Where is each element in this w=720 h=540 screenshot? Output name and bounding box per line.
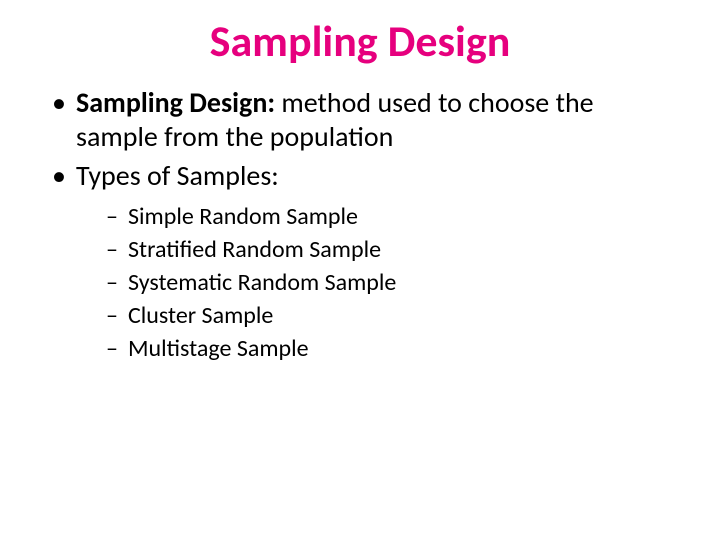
sub-bullet-item: Systematic Random Sample [104, 267, 672, 298]
bullet-lead: Sampling Design: [76, 85, 275, 120]
bullet-item: Sampling Design: method used to choose t… [48, 86, 672, 154]
sub-bullet-list: Simple Random Sample Stratified Random S… [76, 201, 672, 365]
slide: Sampling Design Sampling Design: method … [0, 0, 720, 540]
sub-bullet-item: Stratified Random Sample [104, 234, 672, 265]
bullet-item: Types of Samples: Simple Random Sample S… [48, 159, 672, 365]
slide-title: Sampling Design [48, 18, 672, 64]
sub-bullet-item: Multistage Sample [104, 333, 672, 364]
sub-bullet-item: Cluster Sample [104, 300, 672, 331]
sub-bullet-item: Simple Random Sample [104, 201, 672, 232]
bullet-text: Types of Samples: [76, 158, 279, 193]
bullet-list: Sampling Design: method used to choose t… [48, 86, 672, 364]
